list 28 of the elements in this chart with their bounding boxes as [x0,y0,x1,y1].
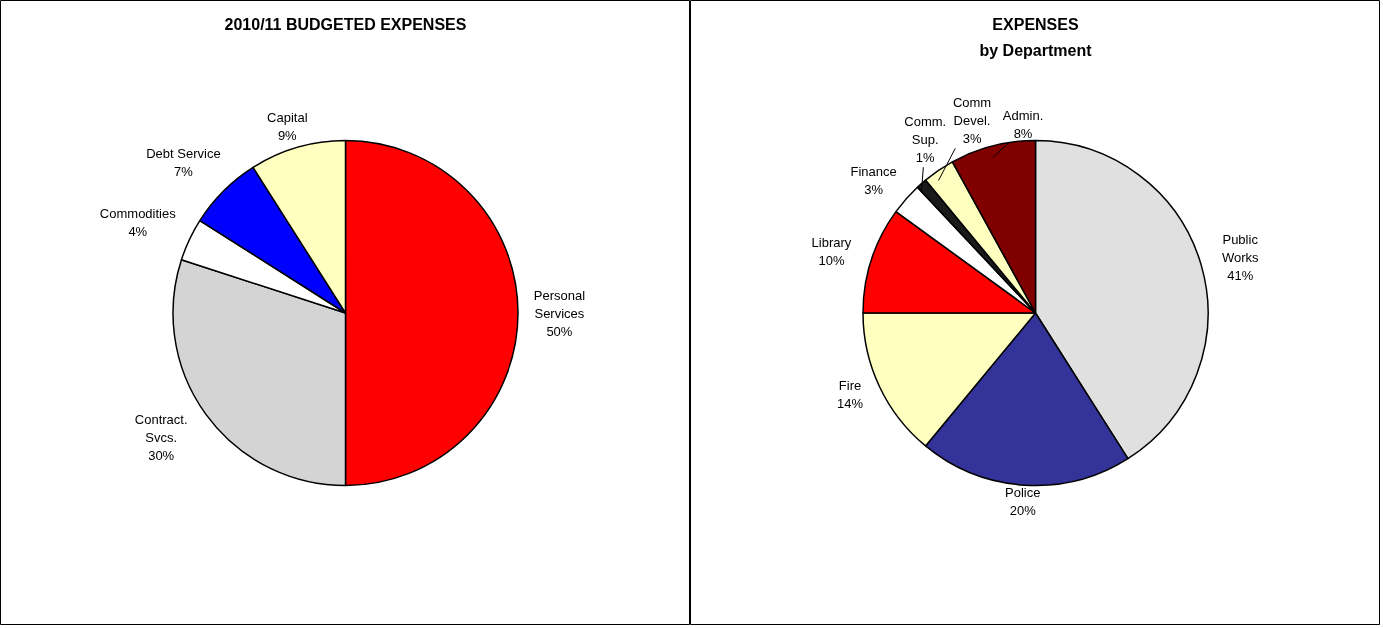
slice-label: Police [1005,484,1041,500]
data-label: 41% [1227,268,1254,284]
data-label: 1% [915,149,936,165]
slice-label: Commodities [99,205,177,221]
slice-label: Public Works [1221,232,1259,266]
slice-label: Library [811,234,852,250]
data-label: 7% [174,163,194,179]
slice-label: Capital [267,110,308,126]
data-label: 9% [277,128,298,144]
chart-title: EXPENSES by Department [979,16,1093,59]
slice-label: Contract. Svcs. [134,411,188,445]
data-label: 4% [128,223,148,239]
slice-label: Personal Services [533,287,586,321]
chart-title: 2010/11 BUDGETED EXPENSES [224,16,467,34]
slice-label: Debt Service [146,145,221,161]
slice-label: Comm. Sup. [904,113,947,147]
data-label: 8% [1013,126,1033,142]
data-label: 50% [546,323,573,339]
data-label: 10% [818,252,845,268]
data-label: 14% [837,395,864,411]
slice-label: Comm Devel. [952,94,992,128]
data-label: 3% [962,130,982,146]
data-label: 20% [1009,502,1037,518]
slice-label: Admin. [1002,108,1044,124]
data-label: 3% [864,181,884,197]
slice-label: Finance [850,163,897,179]
slice-label: Fire [838,377,862,393]
data-label: 30% [148,447,175,463]
